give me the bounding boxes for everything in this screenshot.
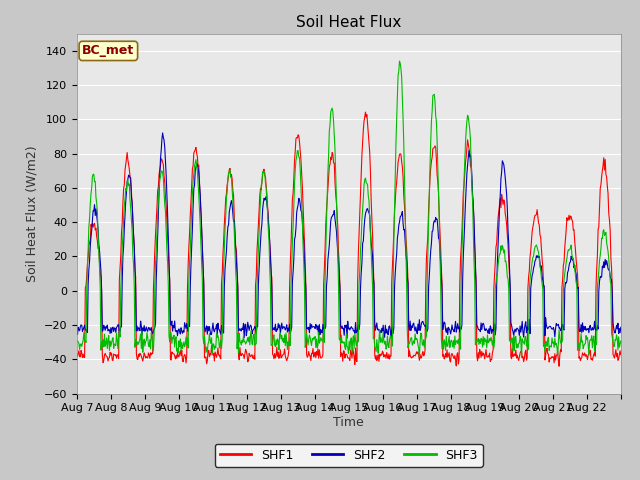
SHF3	[137, 331, 145, 337]
SHF2	[137, 318, 145, 324]
Y-axis label: Soil Heat Flux (W/m2): Soil Heat Flux (W/m2)	[25, 145, 38, 282]
SHF2	[237, 328, 245, 334]
SHF3	[284, 338, 292, 344]
SHF3	[436, 252, 444, 257]
SHF1	[617, 352, 625, 358]
SHF3	[396, 58, 403, 64]
SHF1	[436, 227, 444, 233]
SHF1	[406, 348, 413, 354]
SHF1	[284, 353, 292, 359]
SHF2	[285, 328, 292, 334]
Line: SHF1: SHF1	[77, 112, 621, 366]
SHF2	[159, 130, 166, 136]
SHF3	[73, 338, 81, 344]
SHF2	[73, 324, 81, 330]
Title: Soil Heat Flux: Soil Heat Flux	[296, 15, 401, 30]
Text: BC_met: BC_met	[82, 44, 134, 58]
SHF2	[406, 318, 414, 324]
SHF2	[343, 336, 351, 341]
X-axis label: Time: Time	[333, 416, 364, 429]
SHF2	[437, 260, 445, 266]
SHF3	[617, 338, 625, 344]
SHF1	[264, 204, 271, 209]
Line: SHF3: SHF3	[77, 61, 621, 357]
SHF3	[406, 341, 413, 347]
SHF3	[237, 340, 244, 346]
SHF3	[264, 210, 271, 216]
SHF3	[518, 354, 525, 360]
Legend: SHF1, SHF2, SHF3: SHF1, SHF2, SHF3	[214, 444, 483, 467]
SHF1	[237, 353, 244, 359]
Line: SHF2: SHF2	[77, 133, 621, 338]
SHF1	[556, 363, 563, 369]
SHF2	[617, 324, 625, 330]
SHF1	[137, 351, 145, 357]
SHF1	[362, 109, 369, 115]
SHF1	[73, 351, 81, 357]
SHF2	[264, 217, 272, 223]
